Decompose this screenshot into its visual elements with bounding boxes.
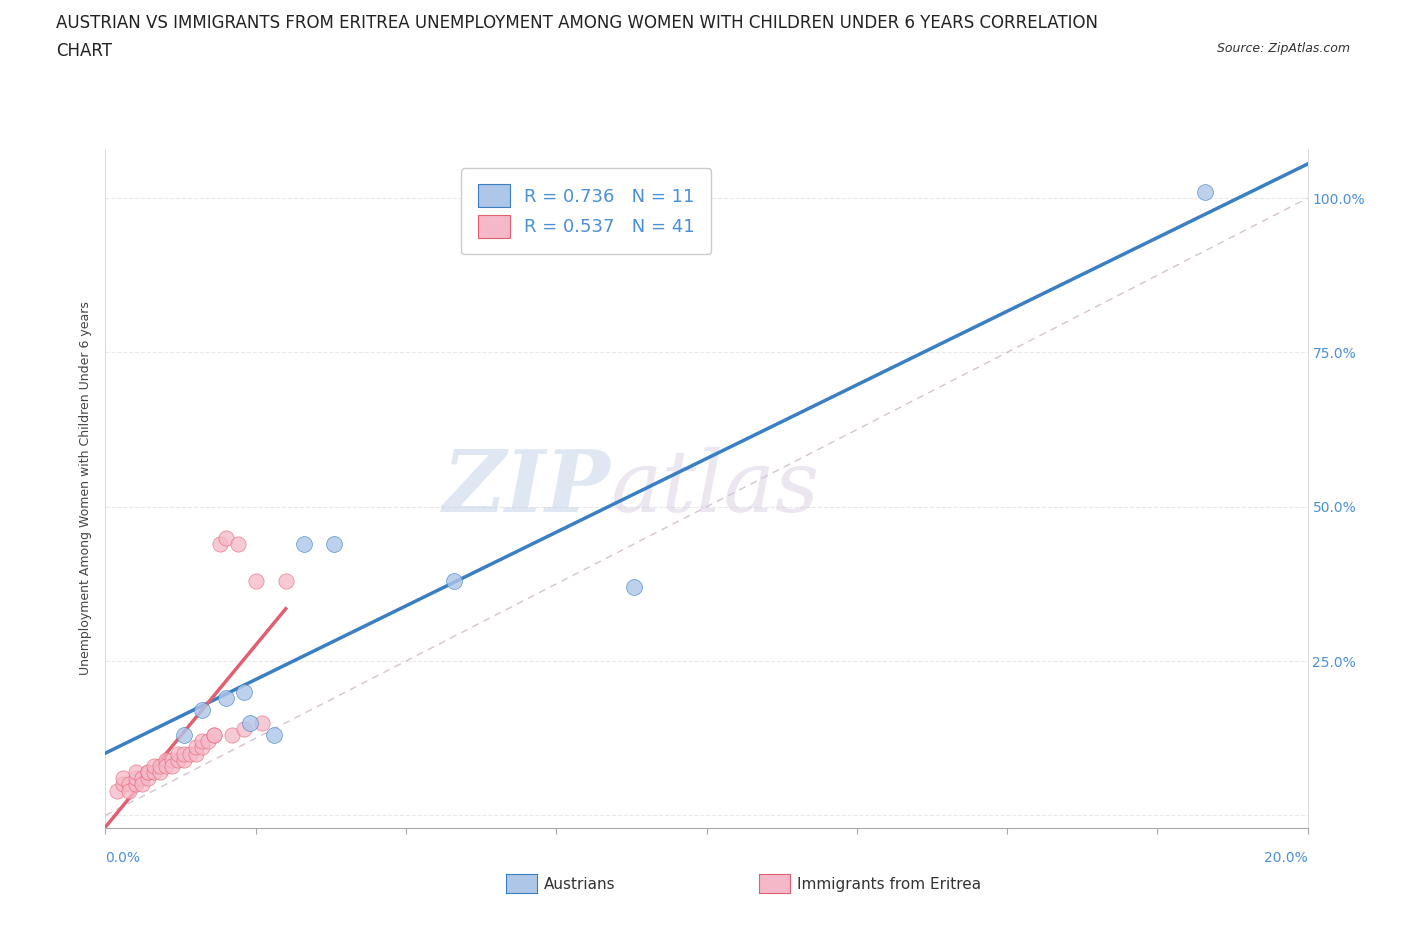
Point — [160, 752, 183, 767]
Point — [232, 722, 254, 737]
Point — [202, 727, 225, 742]
Legend: R = 0.736   N = 11, R = 0.537   N = 41: R = 0.736 N = 11, R = 0.537 N = 41 — [461, 168, 711, 254]
Point — [173, 752, 195, 767]
Text: Source: ZipAtlas.com: Source: ZipAtlas.com — [1216, 42, 1350, 55]
Point — [245, 574, 267, 589]
Point — [118, 777, 141, 792]
Point — [155, 752, 177, 767]
Point — [148, 764, 170, 779]
Point — [124, 771, 146, 786]
Point — [443, 574, 465, 589]
Point — [179, 746, 201, 761]
Point — [124, 777, 146, 792]
Point — [142, 759, 165, 774]
Point — [136, 764, 159, 779]
Point — [214, 691, 236, 706]
Text: atlas: atlas — [610, 447, 820, 529]
Point — [148, 759, 170, 774]
Point — [131, 771, 153, 786]
Text: AUSTRIAN VS IMMIGRANTS FROM ERITREA UNEMPLOYMENT AMONG WOMEN WITH CHILDREN UNDER: AUSTRIAN VS IMMIGRANTS FROM ERITREA UNEM… — [56, 14, 1098, 32]
Point — [184, 746, 207, 761]
Text: ZIP: ZIP — [443, 446, 610, 530]
Point — [160, 759, 183, 774]
Point — [226, 537, 249, 551]
Point — [274, 574, 297, 589]
Point — [166, 752, 188, 767]
Point — [1194, 184, 1216, 199]
Point — [239, 715, 262, 730]
Point — [166, 746, 188, 761]
Point — [263, 727, 285, 742]
Point — [250, 715, 273, 730]
Point — [232, 684, 254, 699]
Point — [142, 764, 165, 779]
Point — [190, 740, 212, 755]
Point — [155, 759, 177, 774]
Point — [322, 537, 344, 551]
Point — [221, 727, 243, 742]
Point — [173, 746, 195, 761]
Point — [292, 537, 315, 551]
Point — [131, 777, 153, 792]
Point — [118, 783, 141, 798]
Point — [197, 734, 219, 749]
Text: 20.0%: 20.0% — [1264, 851, 1308, 865]
Point — [173, 727, 195, 742]
Point — [136, 771, 159, 786]
Point — [208, 537, 231, 551]
Point — [107, 783, 129, 798]
Point — [112, 771, 135, 786]
Point — [190, 703, 212, 718]
Point — [112, 777, 135, 792]
Text: CHART: CHART — [56, 42, 112, 60]
Point — [214, 530, 236, 545]
Text: Immigrants from Eritrea: Immigrants from Eritrea — [797, 877, 981, 892]
Y-axis label: Unemployment Among Women with Children Under 6 years: Unemployment Among Women with Children U… — [79, 301, 91, 675]
Point — [190, 734, 212, 749]
Point — [136, 764, 159, 779]
Text: Austrians: Austrians — [544, 877, 616, 892]
Point — [184, 740, 207, 755]
Point — [202, 727, 225, 742]
Text: 0.0%: 0.0% — [105, 851, 141, 865]
Point — [124, 764, 146, 779]
Point — [623, 579, 645, 594]
